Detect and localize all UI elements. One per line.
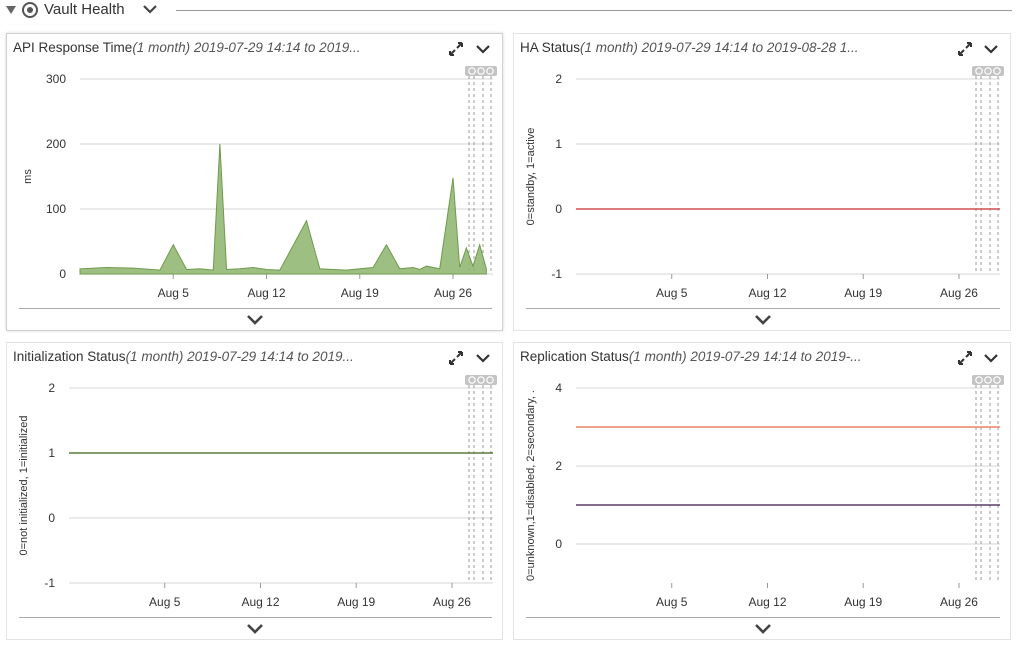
chart-ha-status: 2 1 0 -1 Aug 5 Aug 12 Aug 19 Aug 26 0=standby, 1… xyxy=(525,66,1004,300)
widget-menu-chevron-icon[interactable] xyxy=(474,349,492,367)
x-tick-label: Aug 5 xyxy=(656,286,688,300)
event-marker-dot xyxy=(477,376,485,384)
target-icon xyxy=(22,2,38,18)
x-tick-label: Aug 26 xyxy=(940,286,978,300)
chart-replication-status: 4 2 0 Aug 5 Aug 12 Aug 19 Aug 26 0=unknown,1=di… xyxy=(525,375,1004,609)
y-tick-label: 0 xyxy=(555,537,562,551)
y-tick-label: 100 xyxy=(46,202,66,216)
x-tick-label: Aug 19 xyxy=(337,595,375,609)
widget-ha-status[interactable]: HA Status(1 month) 2019-07-29 14:14 to 2… xyxy=(513,33,1011,331)
y-tick-label: -1 xyxy=(44,576,55,590)
y-tick-label: 0 xyxy=(555,202,562,216)
y-tick-label: 300 xyxy=(46,72,66,86)
x-tick-label: Aug 26 xyxy=(434,286,472,300)
y-axis-label: 0=standby, 1=active xyxy=(525,128,537,226)
event-marker-dot xyxy=(975,376,983,384)
widget-menu-chevron-icon[interactable] xyxy=(982,349,1000,367)
widget-replication-status[interactable]: Replication Status(1 month) 2019-07-29 1… xyxy=(513,342,1011,640)
x-tick-label: Aug 26 xyxy=(940,595,978,609)
chart-api-response-time: 300 200 100 0 Aug 5 Aug 12 Aug 19 Aug 26 ms xyxy=(22,66,497,300)
expand-icon[interactable] xyxy=(956,40,974,58)
x-tick-label: Aug 19 xyxy=(844,286,882,300)
x-tick-label: Aug 19 xyxy=(341,286,379,300)
event-marker-dot xyxy=(993,376,1001,384)
chart-initialization-status: 2 1 0 -1 Aug 5 Aug 12 Aug 19 Aug 26 0=not initia… xyxy=(18,375,497,609)
y-tick-label: 2 xyxy=(555,72,562,86)
widget-menu-chevron-icon[interactable] xyxy=(474,40,492,58)
y-tick-label: -1 xyxy=(551,267,562,281)
y-tick-label: 2 xyxy=(555,459,562,473)
y-tick-label: 2 xyxy=(48,381,55,395)
x-tick-label: Aug 12 xyxy=(247,286,285,300)
widget-api-response-time[interactable]: API Response Time(1 month) 2019-07-29 14… xyxy=(6,33,503,331)
area-series xyxy=(79,143,487,275)
expand-icon[interactable] xyxy=(447,349,465,367)
y-axis-label: 0=not initialized, 1=initialized xyxy=(18,415,30,555)
footer-expand-chevron-icon[interactable] xyxy=(753,622,773,634)
x-tick-label: Aug 12 xyxy=(748,286,786,300)
event-marker-dot xyxy=(486,376,494,384)
footer-expand-chevron-icon[interactable] xyxy=(753,313,773,325)
footer-expand-chevron-icon[interactable] xyxy=(245,622,265,634)
x-tick-label: Aug 12 xyxy=(241,595,279,609)
y-tick-label: 0 xyxy=(59,267,66,281)
event-marker-dot xyxy=(984,67,992,75)
y-axis-label: ms xyxy=(22,169,34,184)
y-axis-label: 0=unknown,1=disabled, 2=secondary, . xyxy=(525,390,537,581)
footer-divider xyxy=(526,308,1000,309)
x-tick-label: Aug 19 xyxy=(844,595,882,609)
footer-divider xyxy=(19,308,492,309)
widget-initialization-status[interactable]: Initialization Status(1 month) 2019-07-2… xyxy=(6,342,503,640)
event-marker-dot xyxy=(984,376,992,384)
event-marker-dot xyxy=(993,67,1001,75)
y-tick-label: 1 xyxy=(48,446,55,460)
x-tick-label: Aug 12 xyxy=(748,595,786,609)
group-chevron-down-icon[interactable] xyxy=(141,0,159,18)
expand-icon[interactable] xyxy=(956,349,974,367)
widget-menu-chevron-icon[interactable] xyxy=(982,40,1000,58)
group-title: Vault Health xyxy=(44,1,125,18)
y-tick-label: 0 xyxy=(48,511,55,525)
group-header: Vault Health xyxy=(0,0,1024,22)
x-tick-label: Aug 5 xyxy=(656,595,688,609)
footer-divider xyxy=(19,617,492,618)
expand-icon[interactable] xyxy=(447,40,465,58)
footer-expand-chevron-icon[interactable] xyxy=(245,313,265,325)
y-tick-label: 200 xyxy=(46,137,66,151)
event-marker-dot xyxy=(468,67,476,75)
event-marker-dot xyxy=(477,67,485,75)
x-tick-label: Aug 26 xyxy=(433,595,471,609)
event-marker-dot xyxy=(468,376,476,384)
event-marker-dot xyxy=(486,67,494,75)
group-divider xyxy=(176,10,1012,11)
x-tick-label: Aug 5 xyxy=(158,286,190,300)
x-tick-label: Aug 5 xyxy=(149,595,181,609)
event-marker-dot xyxy=(975,67,983,75)
footer-divider xyxy=(526,617,1000,618)
collapse-caret-icon[interactable] xyxy=(6,6,16,14)
y-tick-label: 1 xyxy=(555,137,562,151)
y-tick-label: 4 xyxy=(555,381,562,395)
